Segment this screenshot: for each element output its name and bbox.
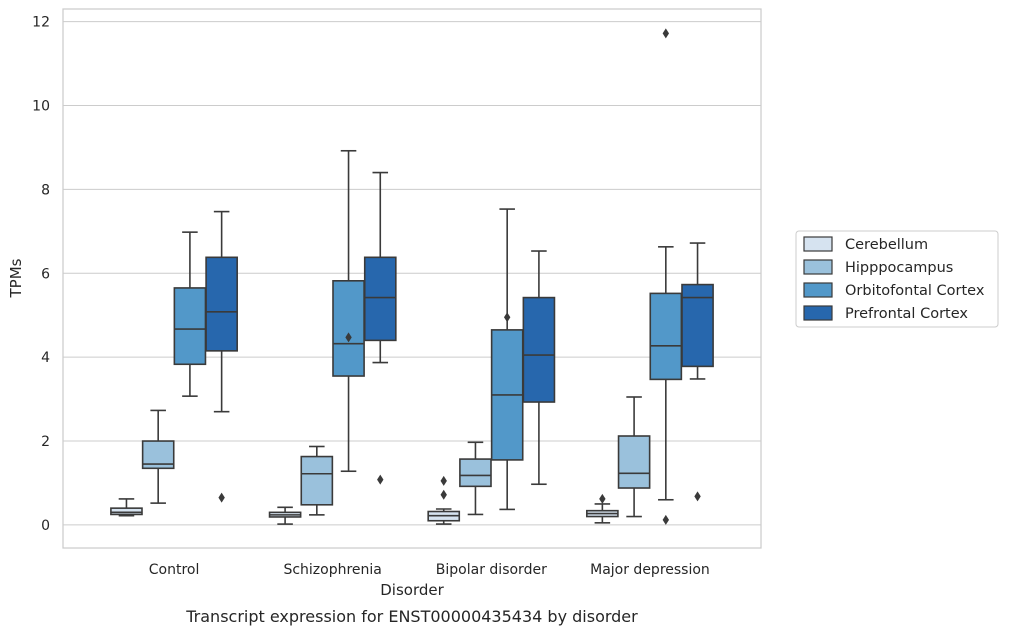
box-iqr	[110, 507, 143, 516]
box-iqr	[522, 296, 556, 403]
x-axis-label: Disorder	[380, 581, 444, 599]
legend-swatch	[803, 305, 833, 321]
legend-swatch	[803, 236, 833, 252]
box-0-1	[268, 506, 302, 525]
outlier-point	[694, 491, 701, 502]
y-tick-label: 8	[41, 182, 50, 198]
legend-label: Cerebellum	[845, 237, 928, 253]
x-tick-label: Major depression	[590, 562, 710, 578]
box-0-2	[427, 475, 461, 525]
y-tick-label: 12	[32, 15, 50, 31]
x-tick-label: Control	[149, 562, 200, 578]
box-iqr	[205, 256, 238, 352]
box-iqr	[300, 455, 334, 506]
box-1-0	[141, 409, 175, 504]
y-tick-label: 0	[41, 518, 50, 534]
outlier-point	[662, 514, 670, 525]
outlier-point	[599, 493, 606, 504]
x-tick-labels: Control Schizophrenia Bipolar disorder Majo…	[149, 562, 710, 578]
outlier-point	[503, 312, 511, 323]
outlier-point	[377, 474, 384, 485]
y-tick-label: 6	[41, 266, 50, 282]
chart-caption: Transcript expression for ENST0000043543…	[185, 607, 638, 626]
box-0-0	[110, 498, 143, 517]
box-0-3	[586, 493, 619, 524]
outlier-point	[662, 28, 670, 39]
box-3-1	[363, 171, 397, 485]
box-iqr	[332, 280, 365, 377]
outlier-point	[345, 332, 352, 343]
box-3-3	[681, 242, 714, 502]
box-1-3	[617, 396, 651, 518]
y-tick-labels: 0 2 4 6 8 10 12	[32, 15, 50, 534]
plot-frame	[62, 8, 762, 549]
box-1-1	[300, 445, 334, 516]
box-iqr	[617, 435, 651, 489]
box-3-2	[522, 250, 556, 486]
legend-label: Hipppocampus	[845, 260, 953, 276]
box-2-1	[332, 149, 365, 473]
box-1-2	[459, 441, 492, 516]
legend-label: Prefrontal Cortex	[845, 306, 968, 322]
outlier-point	[440, 475, 447, 486]
legend-frame	[795, 230, 999, 328]
boxes	[110, 28, 714, 525]
legend-swatch	[803, 259, 833, 275]
box-2-2	[490, 208, 524, 511]
outlier-point	[218, 492, 225, 503]
legend-swatch	[803, 282, 833, 298]
box-3-0	[205, 210, 238, 503]
y-tick-label: 10	[32, 98, 50, 114]
x-tick-label: Bipolar disorder	[436, 562, 547, 578]
legend: Cerebellum Hipppocampus Orbitofontal Corte…	[795, 230, 999, 328]
x-tick-label: Schizophrenia	[283, 562, 381, 578]
box-iqr	[363, 256, 397, 342]
outlier-point	[440, 489, 447, 500]
box-2-0	[173, 231, 207, 397]
box-iqr	[649, 292, 683, 381]
y-tick-label: 4	[41, 350, 50, 366]
y-tick-label: 2	[41, 434, 50, 450]
y-axis-label: TPMs	[7, 258, 25, 298]
box-2-3	[649, 28, 683, 525]
box-iqr	[459, 458, 492, 488]
legend-label: Orbitofontal Cortex	[845, 283, 985, 299]
box-iqr	[173, 287, 207, 366]
